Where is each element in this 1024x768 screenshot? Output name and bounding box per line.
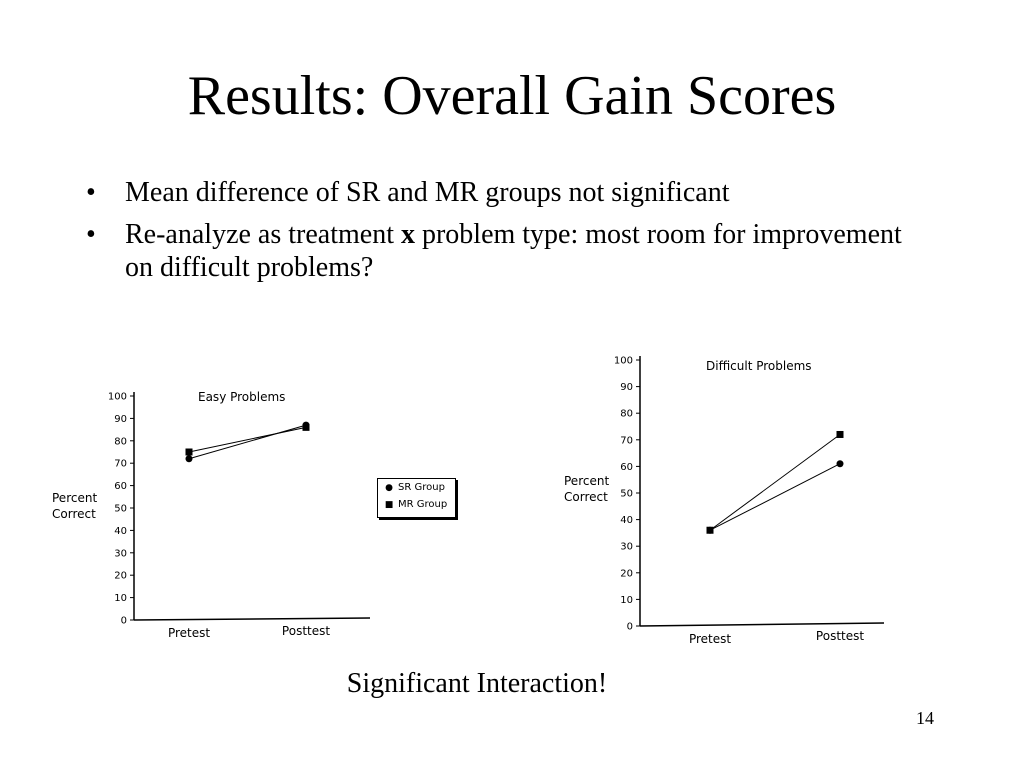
x-axis-line <box>133 617 371 621</box>
y-tick-label: 80 <box>620 409 633 420</box>
y-tick-label: 20 <box>114 571 127 582</box>
data-point-square <box>185 448 193 456</box>
slide-title: Results: Overall Gain Scores <box>187 65 837 127</box>
chart-legend: ● SR Group ■ MR Group <box>377 478 456 518</box>
series-line <box>188 426 307 453</box>
footer-note: Significant Interaction! <box>346 668 608 699</box>
y-tick-label: 70 <box>620 435 633 446</box>
bullet-dot: • <box>86 177 96 208</box>
data-point-circle <box>185 455 193 463</box>
series-line <box>709 463 841 531</box>
bullet-text: problem type: most room for improvement … <box>125 218 902 284</box>
y-tick-label: 100 <box>614 356 633 367</box>
y-tick-label: 20 <box>620 568 633 579</box>
bullet-item: • Mean difference of SR and MR groups no… <box>86 176 906 210</box>
bullet-dot: • <box>86 218 96 250</box>
y-tick-label: 50 <box>620 489 633 500</box>
bullet-text-bold: x <box>400 218 415 250</box>
x-tick-label: Posttest <box>282 624 330 638</box>
difficult-problems-chart: 0 10 20 30 40 50 60 70 80 90 100 Percent Correct Diff… <box>560 350 890 645</box>
x-axis-line <box>639 622 885 627</box>
y-axis-label: Percent <box>52 491 97 505</box>
x-tick-label: Posttest <box>816 629 864 643</box>
y-tick-label: 10 <box>114 593 127 604</box>
y-axis-label: Correct <box>52 507 96 521</box>
y-tick-label: 90 <box>620 382 633 393</box>
difficult-problems-chart-svg: 0 10 20 30 40 50 60 70 80 90 100 Percent Correct Diff… <box>564 356 885 645</box>
series-line <box>709 434 841 531</box>
y-axis-label: Percent <box>564 474 609 488</box>
legend-item-mr: ■ MR Group <box>378 496 455 513</box>
data-point-square <box>836 430 844 438</box>
easy-problems-chart-svg: 0 10 20 30 40 50 60 70 80 90 100 Percent Correct Easy… <box>52 390 371 640</box>
data-point-square <box>706 526 714 534</box>
y-axis-label: Correct <box>564 490 608 504</box>
bullet-text: Re-analyze as treatment <box>125 218 401 250</box>
y-tick-label: 50 <box>114 504 127 515</box>
chart-title: Easy Problems <box>198 390 285 404</box>
bullet-text: Mean difference of SR and MR groups not … <box>125 177 730 208</box>
legend-label: SR Group <box>398 482 445 493</box>
easy-problems-chart: 0 10 20 30 40 50 60 70 80 90 100 Percent Correct Easy… <box>48 386 378 641</box>
y-tick-label: 100 <box>108 392 127 403</box>
y-tick-label: 0 <box>121 616 127 627</box>
page-number: 14 <box>916 708 934 728</box>
legend-item-sr: ● SR Group <box>378 479 455 496</box>
y-tick-label: 60 <box>620 462 633 473</box>
y-tick-label: 70 <box>114 459 127 470</box>
x-tick-label: Pretest <box>689 632 731 645</box>
data-point-circle <box>836 460 844 468</box>
y-tick-label: 60 <box>114 481 127 492</box>
bullet-list: • Mean difference of SR and MR groups no… <box>86 176 906 293</box>
y-tick-label: 30 <box>114 548 127 559</box>
series-line <box>188 424 307 460</box>
y-tick-label: 10 <box>620 595 633 606</box>
y-tick-label: 90 <box>114 414 127 425</box>
y-tick-label: 40 <box>620 515 633 526</box>
x-tick-label: Pretest <box>168 626 210 640</box>
y-tick-label: 30 <box>620 542 633 553</box>
y-tick-label: 40 <box>114 526 127 537</box>
square-marker-icon: ■ <box>384 499 394 510</box>
y-tick-label: 80 <box>114 436 127 447</box>
data-point-square <box>302 423 310 431</box>
legend-label: MR Group <box>398 499 448 510</box>
circle-marker-icon: ● <box>385 482 393 493</box>
chart-title: Difficult Problems <box>706 359 812 373</box>
bullet-item: • Re-analyze as treatment x problem type… <box>86 218 906 285</box>
y-tick-label: 0 <box>627 622 633 633</box>
